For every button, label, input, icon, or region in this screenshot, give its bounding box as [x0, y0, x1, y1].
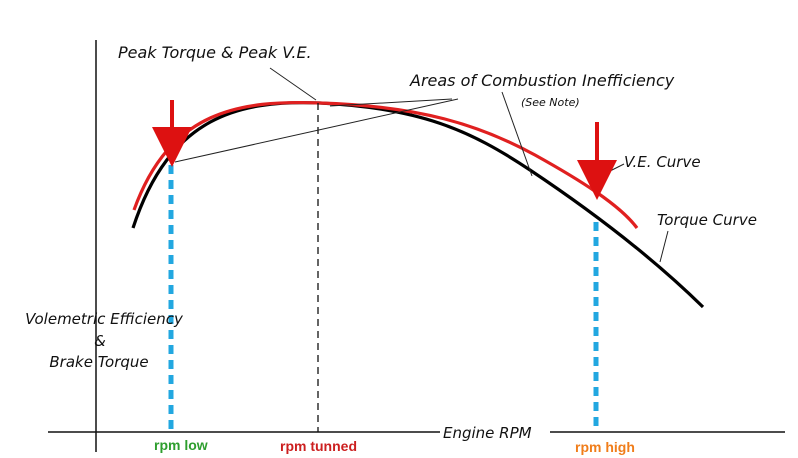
rpm-low-label: rpm low — [154, 437, 208, 453]
y-axis-label-line3: Brake Torque — [49, 353, 148, 371]
rpm-tunned-label: rpm tunned — [280, 438, 357, 454]
peak-torque-ve-label: Peak Torque & Peak V.E. — [118, 43, 312, 62]
rpm-high-label: rpm high — [575, 439, 635, 455]
torque-curve-leader — [659, 230, 669, 263]
ve-curve-leader — [603, 163, 625, 175]
x-axis-label: Engine RPM — [443, 424, 532, 442]
torque-curve-label: Torque Curve — [657, 211, 757, 229]
areas-inefficiency-label: Areas of Combustion Inefficiency — [409, 71, 675, 90]
inefficiency-leader-high — [501, 91, 533, 177]
inefficiency-leader-low — [174, 98, 459, 163]
torque-curve — [131, 101, 705, 309]
peak-leader-line — [269, 67, 317, 101]
see-note-label: (See Note) — [521, 96, 580, 109]
x-axis-label-bg — [440, 420, 550, 442]
ve-curve-label: V.E. Curve — [624, 153, 701, 171]
inefficiency-leader-mid — [329, 98, 453, 107]
y-axis-label-line1: Volemetric Efficiency — [25, 310, 184, 328]
y-axis-label-line2: & — [94, 332, 106, 350]
